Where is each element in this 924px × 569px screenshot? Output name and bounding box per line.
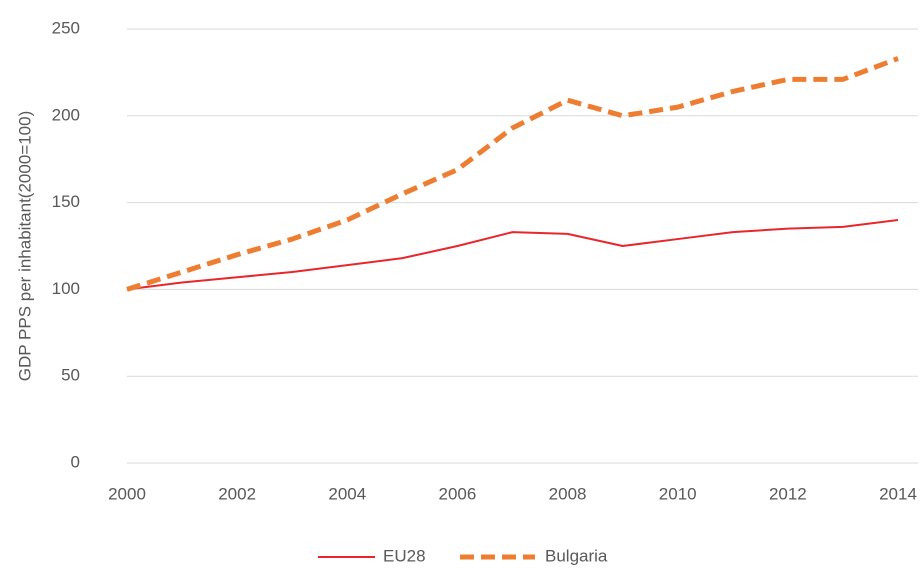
x-tick-label: 2006 [439, 484, 477, 503]
y-tick-label: 150 [52, 192, 80, 211]
y-tick-label: 0 [71, 452, 80, 471]
y-tick-label: 50 [61, 366, 80, 385]
x-tick-label: 2002 [218, 484, 256, 503]
legend-label: Bulgaria [545, 546, 608, 565]
y-tick-label: 100 [52, 279, 80, 298]
x-tick-label: 2010 [659, 484, 697, 503]
legend-label: EU28 [383, 546, 426, 565]
x-tick-label: 2012 [769, 484, 807, 503]
series-line [126, 218, 899, 291]
y-tick-label: 200 [52, 105, 80, 124]
x-tick-label: 2004 [328, 484, 366, 503]
y-tick-label: 250 [52, 18, 80, 37]
series-line [126, 56, 899, 292]
x-tick-label: 2008 [549, 484, 587, 503]
y-axis-label: GDP PPS per inhabitant(2000=100) [15, 111, 34, 381]
x-tick-label: 2014 [879, 484, 917, 503]
x-tick-label: 2000 [108, 484, 146, 503]
